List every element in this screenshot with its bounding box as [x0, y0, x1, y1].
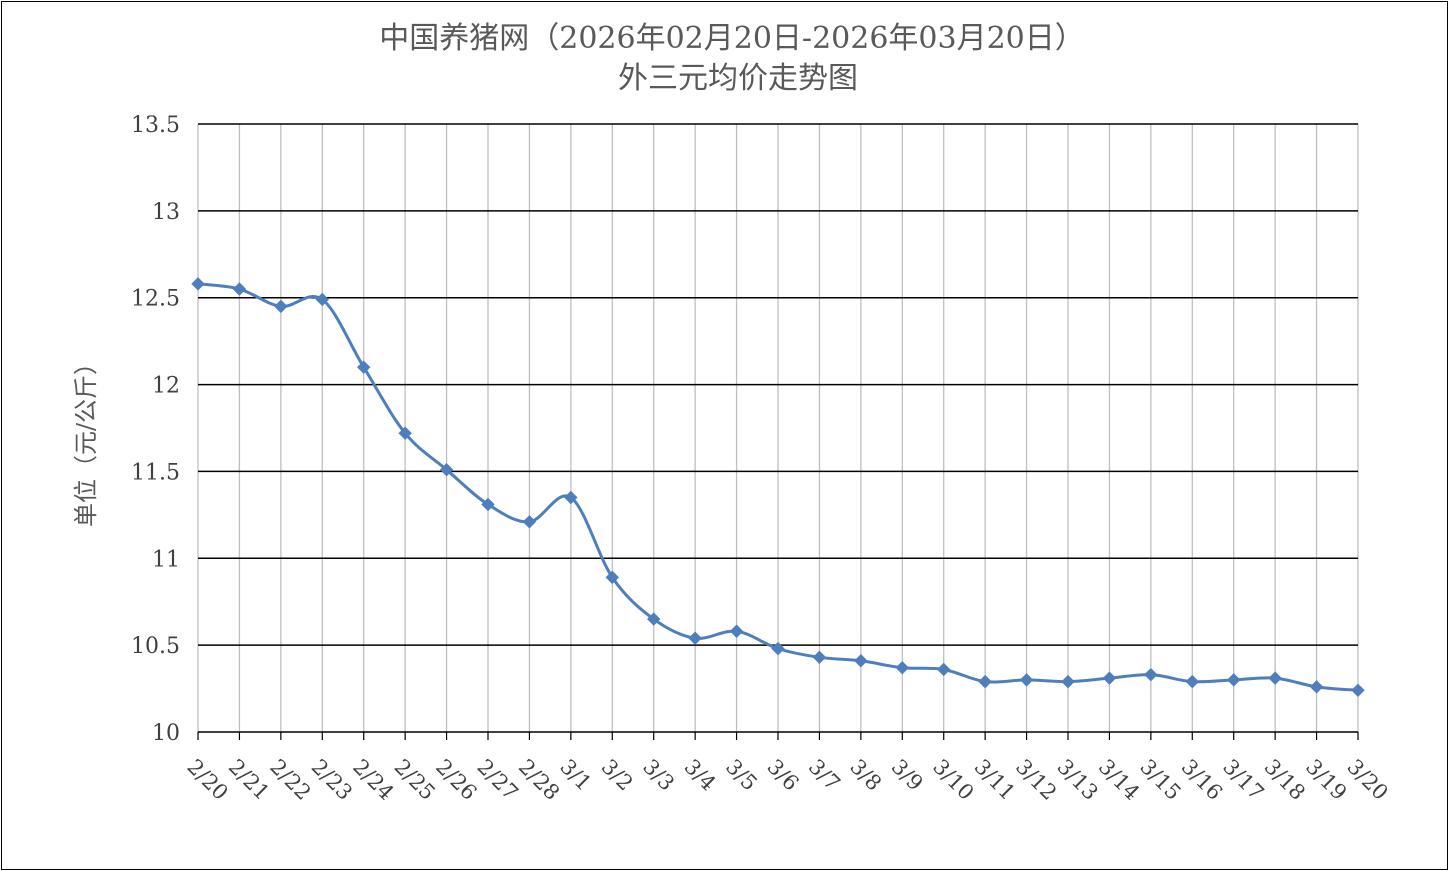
data-point	[1351, 683, 1365, 698]
data-point	[937, 662, 951, 677]
x-tick-label: 2/24	[348, 755, 398, 805]
data-point	[1061, 674, 1075, 689]
x-tick-label: 2/21	[224, 755, 274, 805]
x-tick-label: 3/11	[970, 755, 1020, 805]
x-tick-label: 3/18	[1260, 755, 1310, 805]
y-tick-label: 10.5	[131, 634, 180, 659]
data-point	[191, 277, 205, 291]
y-tick-label: 12	[152, 374, 180, 399]
data-point	[315, 292, 329, 307]
data-point	[232, 282, 247, 296]
data-point	[647, 612, 661, 626]
x-tick-label: 3/4	[680, 755, 721, 796]
x-tick-label: 3/13	[1052, 755, 1102, 805]
y-tick-label: 10	[152, 721, 180, 746]
data-point	[481, 497, 495, 512]
series-layer	[191, 277, 1365, 698]
data-point	[274, 299, 288, 314]
chart-subtitle: 外三元均价走势图	[618, 61, 858, 96]
y-tick-label: 11	[152, 547, 180, 572]
x-tick-label: 2/27	[472, 755, 522, 805]
data-point	[1309, 680, 1324, 694]
x-tick-label: 3/10	[928, 755, 978, 805]
data-point	[1019, 673, 1034, 687]
data-point	[1185, 674, 1199, 689]
data-point	[564, 490, 578, 505]
x-tick-label: 3/12	[1011, 755, 1061, 805]
axis-layer: 10 10.5 11 11.5 12 12.5 13 13.5 2/202/212/222/23…	[131, 113, 1393, 805]
data-point	[357, 360, 371, 374]
x-tick-label: 2/23	[307, 755, 357, 805]
grid-layer	[197, 123, 1359, 733]
data-point	[439, 462, 454, 477]
data-point	[1102, 671, 1117, 685]
data-point	[1268, 671, 1282, 685]
x-tick-label: 3/17	[1218, 755, 1268, 805]
data-point	[895, 661, 909, 675]
y-tick-label: 12.5	[131, 287, 180, 312]
x-tick-label: 3/6	[762, 755, 803, 796]
data-point	[1227, 673, 1241, 687]
y-tick-label: 13.5	[131, 113, 180, 138]
y-tick-label: 13	[152, 200, 180, 225]
data-point	[978, 674, 992, 689]
data-point	[812, 650, 827, 665]
x-tick-label: 3/7	[804, 755, 845, 796]
data-point	[729, 624, 744, 638]
x-tick-label: 2/26	[431, 755, 481, 805]
x-tick-label: 3/15	[1135, 755, 1185, 805]
x-tick-label: 3/16	[1177, 755, 1227, 805]
x-tick-label: 2/25	[390, 755, 440, 805]
series-line	[196, 282, 1360, 692]
data-point	[522, 515, 537, 529]
data-point	[605, 570, 619, 585]
x-tick-label: 3/8	[845, 755, 886, 796]
x-tick-label: 3/20	[1342, 755, 1392, 805]
x-tick-label: 2/22	[265, 755, 315, 805]
x-tick-label: 2/20	[182, 755, 232, 805]
chart-title: 中国养猪网（2026年02月20日-2026年03月20日）	[379, 21, 1085, 56]
data-point	[688, 631, 702, 645]
x-tick-label: 3/9	[887, 755, 928, 796]
data-point	[854, 654, 868, 668]
x-tick-label: 2/28	[514, 755, 564, 805]
x-tick-label: 3/19	[1301, 755, 1351, 805]
data-point	[398, 426, 412, 440]
x-tick-label: 3/2	[597, 755, 638, 796]
x-tick-label: 3/5	[721, 755, 762, 796]
y-tick-label: 11.5	[131, 460, 180, 485]
x-tick-label: 3/14	[1094, 755, 1144, 805]
data-point	[1144, 667, 1158, 682]
y-axis-label: 单位（元/公斤）	[72, 351, 100, 527]
x-tick-label: 3/3	[638, 755, 679, 796]
data-point	[771, 641, 785, 656]
